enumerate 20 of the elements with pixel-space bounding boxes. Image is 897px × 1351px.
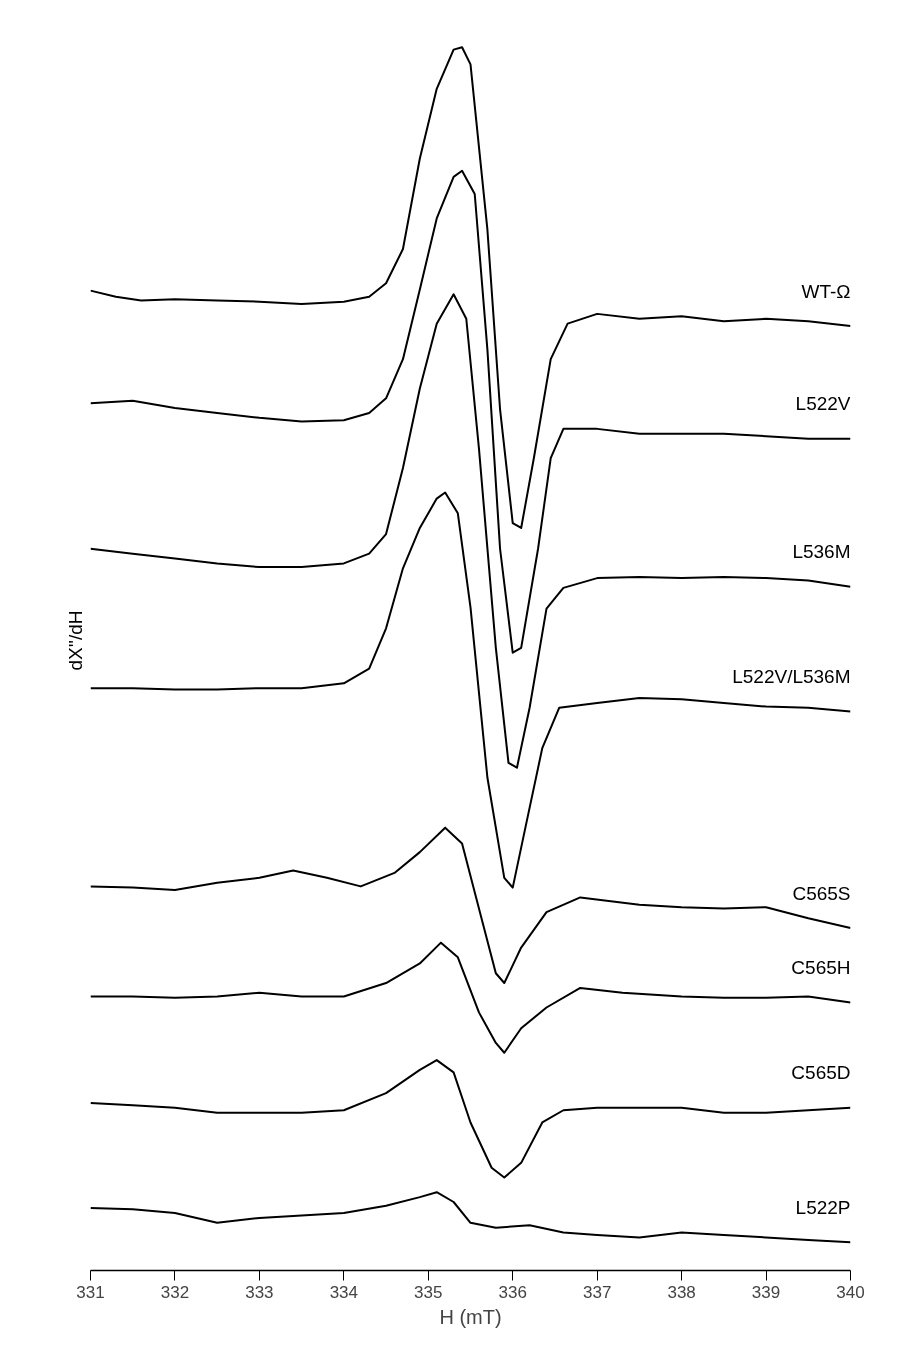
series-label: C565H [791,957,851,979]
series-label: C565S [792,882,851,904]
x-tick-label: 337 [582,1282,612,1302]
x-tick-label: 340 [836,1282,865,1302]
series-label: L522V/L536M [732,665,851,687]
x-tick-label: 333 [245,1282,274,1302]
x-tick-label: 332 [160,1282,190,1302]
y-axis-title: dX''/dH [64,610,86,671]
x-tick-label: 339 [751,1282,781,1302]
x-tick-label: 334 [329,1282,359,1302]
series-label: C565D [791,1062,851,1084]
series-label: L522V [795,393,851,415]
x-tick-label: 338 [667,1282,696,1302]
series-label: L522P [795,1196,851,1218]
x-tick-label: 335 [414,1282,443,1302]
x-tick-label: 331 [76,1282,105,1302]
x-axis-title: H (mT) [439,1305,502,1328]
series-label: L536M [792,541,851,563]
series-label: WT-Ω [801,280,851,302]
x-tick-label: 336 [498,1282,527,1302]
